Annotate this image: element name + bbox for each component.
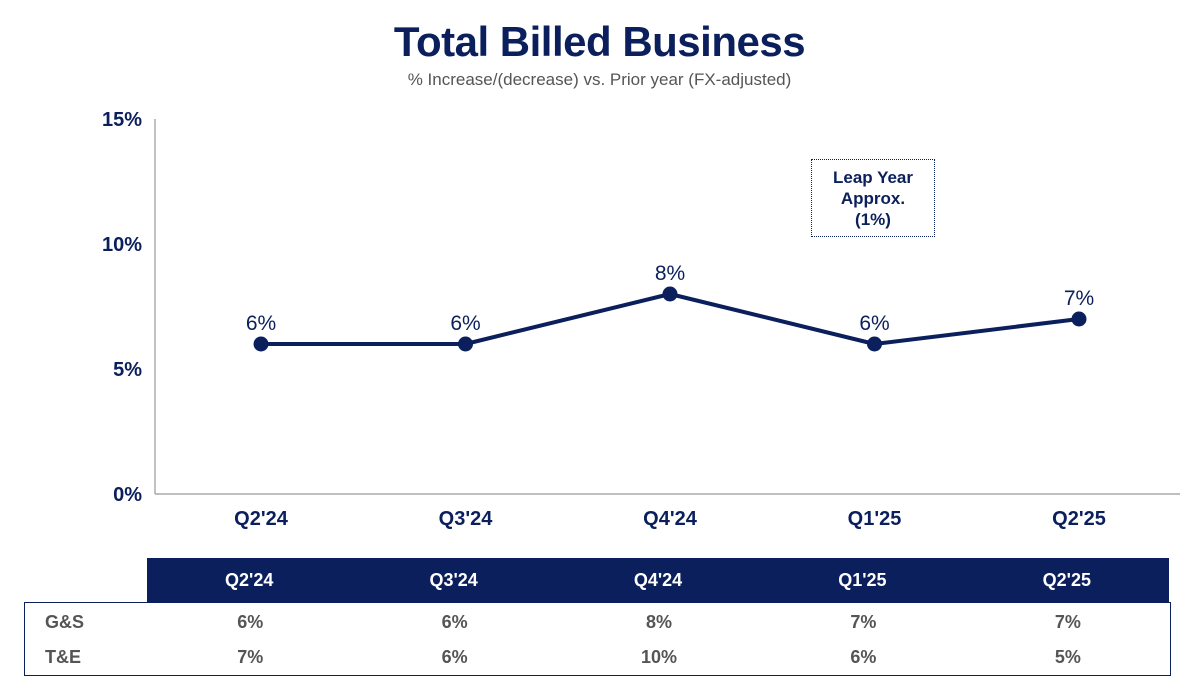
x-tick-label: Q2'25	[1052, 508, 1106, 530]
data-point	[662, 286, 678, 302]
table-cell: 7%	[1054, 611, 1081, 632]
growth-table: G&S 6% 6% 8% 7% 7% T&E 7% 6% 10% 6% 5%	[24, 602, 1171, 676]
table-cell: 7%	[850, 611, 877, 632]
data-point	[253, 336, 269, 352]
table-cell: 6%	[441, 611, 468, 632]
table-cell: 6%	[441, 646, 468, 667]
data-point	[458, 336, 473, 352]
data-point	[867, 336, 882, 352]
data-label: 6%	[450, 312, 480, 335]
annotation-line-1: Leap Year	[832, 167, 914, 187]
table-header-cell: Q4'24	[633, 569, 683, 590]
row-label: T&E	[45, 646, 81, 667]
table-row-te: T&E 7% 6% 10% 6% 5%	[25, 639, 1170, 675]
data-label: 6%	[859, 312, 889, 335]
table-header-cell: Q2'24	[225, 569, 274, 590]
table-cell: 7%	[237, 646, 264, 667]
data-label: 8%	[655, 262, 685, 285]
line-chart: 0% 5% 10% 15% Q2'24 Q3'24 Q4'24 Q1'25 Q2'25 6% 6% 8…	[102, 109, 1180, 530]
data-point	[1071, 311, 1087, 327]
y-tick-label: 15%	[102, 109, 142, 131]
x-tick-label: Q1'25	[848, 508, 902, 530]
leap-year-annotation: Leap Year Approx. (1%)	[811, 159, 935, 237]
chart-title: Total Billed Business	[393, 18, 806, 65]
x-tick-label: Q3'24	[439, 508, 494, 530]
x-tick-label: Q4'24	[643, 508, 698, 530]
table-header-cell: Q2'25	[1042, 569, 1091, 590]
data-label: 6%	[246, 312, 276, 335]
data-label: 7%	[1064, 287, 1094, 310]
y-tick-label: 0%	[113, 484, 142, 506]
table-cell: 5%	[1054, 646, 1081, 667]
table-cell: 8%	[646, 611, 673, 632]
x-tick-label: Q2'24	[234, 508, 289, 530]
y-tick-label: 5%	[113, 359, 142, 381]
table-cell: 10%	[641, 646, 678, 667]
annotation-line-3: (1%)	[855, 209, 891, 229]
table-header-cell: Q1'25	[838, 569, 887, 590]
table-row-gs: G&S 6% 6% 8% 7% 7%	[25, 604, 1170, 640]
y-tick-label: 10%	[102, 234, 142, 256]
table-header-row: Q2'24 Q3'24 Q4'24 Q1'25 Q2'25	[147, 558, 1169, 602]
table-cell: 6%	[850, 646, 877, 667]
row-label: G&S	[45, 611, 85, 632]
table-cell: 6%	[237, 611, 264, 632]
table-header-cell: Q3'24	[429, 569, 478, 590]
chart-subtitle: % Increase/(decrease) vs. Prior year (FX…	[407, 70, 792, 89]
annotation-line-2: Approx.	[840, 188, 906, 208]
